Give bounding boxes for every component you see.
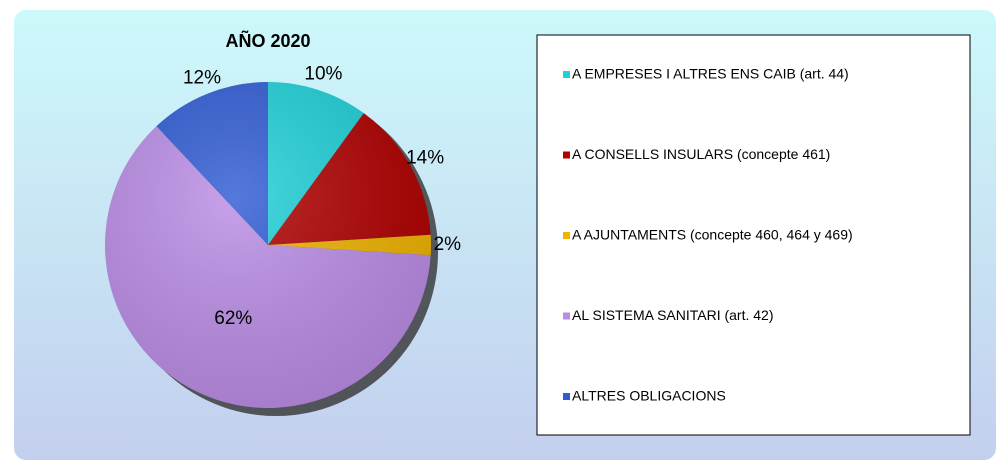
legend-swatch <box>563 312 570 320</box>
legend-label: A EMPRESES I ALTRES ENS CAIB (art. 44) <box>572 66 849 82</box>
legend-swatch <box>563 151 570 159</box>
legend-swatch <box>563 393 570 400</box>
data-label: 62% <box>214 308 252 329</box>
legend-label: A CONSELLS INSULARS (concepte 461) <box>572 146 830 162</box>
legend-swatch <box>563 232 570 239</box>
legend-label: AL SISTEMA SANITARI (art. 42) <box>572 307 774 323</box>
legend-box <box>536 34 971 436</box>
legend-label: ALTRES OBLIGACIONS <box>572 388 726 404</box>
data-label: 2% <box>434 234 462 255</box>
data-label: 10% <box>304 63 342 84</box>
data-label: 12% <box>183 67 221 88</box>
legend-label: A AJUNTAMENTS (concepte 460, 464 y 469) <box>572 227 853 243</box>
chart-title: AÑO 2020 <box>225 30 310 51</box>
data-label: 14% <box>406 148 444 169</box>
legend-swatch <box>563 71 570 78</box>
